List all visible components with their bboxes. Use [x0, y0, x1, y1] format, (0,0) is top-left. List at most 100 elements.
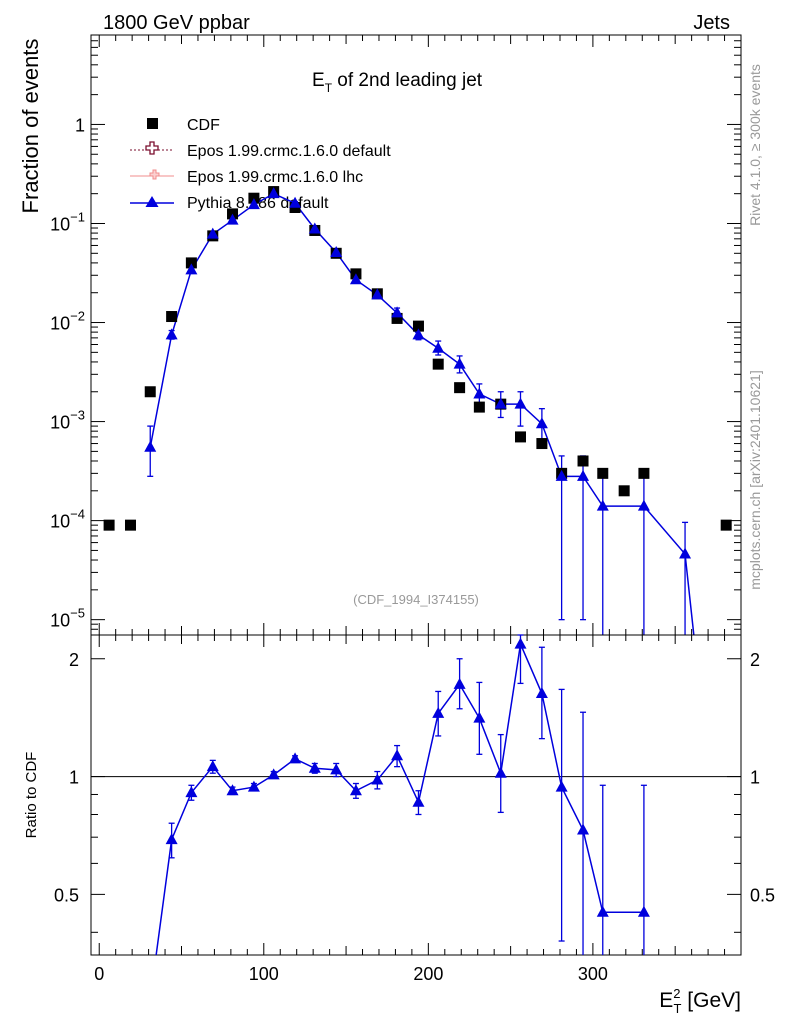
legend-label-cdf: CDF — [187, 117, 220, 134]
legend-marker-cdf — [147, 118, 158, 129]
chart-title-main: E — [312, 70, 325, 91]
pythia-point — [371, 288, 384, 300]
pythia-point — [330, 245, 343, 257]
cdf-point — [144, 386, 156, 398]
x-tick-labels: 0 100 200 300 — [94, 964, 608, 984]
ratio-point — [391, 749, 404, 761]
ratio-point — [432, 706, 445, 718]
ratio-point — [494, 766, 507, 778]
pythia-data-points — [144, 187, 692, 559]
ratio-point — [206, 760, 219, 772]
cdf-point — [432, 358, 444, 370]
ratio-point — [514, 637, 527, 649]
pythia-point — [412, 328, 425, 340]
y-tick-label-right: 0.5 — [750, 885, 775, 905]
x-axis-label-sup: 2 — [673, 986, 680, 1001]
ratio-point — [226, 784, 239, 796]
ratio-series-line — [155, 641, 644, 955]
ratio-axis-ticks — [91, 635, 741, 955]
legend-marker-epos-default — [145, 141, 159, 155]
ratio-panel: 0.5 0.51 12 2 0 100 200 300 Ratio to CDF E2 T [… — [23, 634, 775, 1016]
y-tick-label-right: 1 — [750, 768, 760, 788]
legend-label-epos-lhc: Epos 1.99.crmc.1.6.0 lhc — [187, 169, 363, 186]
ratio-point — [535, 687, 548, 699]
cdf-point — [412, 320, 424, 332]
y-tick-label-base: 10 — [50, 413, 70, 433]
pythia-point — [391, 306, 404, 318]
cdf-point — [166, 311, 178, 323]
ratio-point — [596, 905, 609, 917]
pythia-line — [149, 192, 695, 635]
pythia-point — [473, 387, 486, 399]
pythia-point — [185, 263, 198, 275]
ratio-point — [371, 773, 384, 785]
main-y-tick-labels: 110−110−210−310−410−5 — [50, 115, 85, 630]
y-tick-label-right: 2 — [750, 650, 760, 670]
pythia-point — [289, 196, 302, 208]
cdf-point — [391, 312, 403, 324]
y-tick-label: 10−2 — [50, 309, 85, 334]
x-axis-label-sub: T — [674, 1001, 682, 1016]
pythia-point — [247, 198, 260, 210]
y-tick-label-base: 10 — [50, 611, 70, 631]
cdf-point — [514, 431, 526, 443]
pythia-point — [679, 547, 692, 559]
y-tick-label-exp: −3 — [70, 408, 85, 423]
cdf-point — [454, 382, 466, 394]
y-tick-label: 1 — [69, 768, 79, 788]
pythia-point — [144, 440, 157, 452]
x-axis-label-main: E — [659, 989, 673, 1012]
main-panel: 110−110−210−310−410−5 Fraction of events… — [18, 34, 742, 636]
cdf-point — [185, 257, 197, 269]
y-tick-label-base: 10 — [50, 214, 70, 234]
header-left: 1800 GeV ppbar — [103, 12, 250, 34]
legend: CDF Epos 1.99.crmc.1.6.0 default Epos 1.… — [130, 117, 391, 212]
pythia-point — [349, 273, 362, 285]
x-tick-label: 200 — [413, 964, 443, 984]
y-tick-label: 10−3 — [50, 408, 85, 433]
pythia-point — [432, 341, 445, 353]
pythia-point — [453, 357, 466, 369]
ratio-point — [185, 786, 198, 798]
ratio-error-bars — [168, 634, 647, 955]
ratio-point — [349, 784, 362, 796]
legend-label-epos-default: Epos 1.99.crmc.1.6.0 default — [187, 143, 391, 160]
ratio-line — [155, 641, 644, 955]
ratio-point — [330, 763, 343, 775]
x-tick-label: 0 — [94, 964, 104, 984]
header-right: Jets — [693, 12, 730, 34]
y-tick-label: 10−1 — [50, 209, 85, 234]
x-tick-label: 100 — [249, 964, 279, 984]
y-tick-label-base: 10 — [50, 314, 70, 334]
cdf-point — [536, 438, 548, 450]
cdf-point — [597, 467, 609, 479]
analysis-watermark: (CDF_1994_I374155) — [353, 592, 479, 607]
mcplots-label: mcplots.cern.ch [arXiv:2401.10621] — [747, 370, 763, 589]
ratio-y-axis-label: Ratio to CDF — [23, 752, 40, 839]
y-tick-label: 0.5 — [54, 885, 79, 905]
pythia-series-line — [149, 192, 695, 635]
rivet-label: Rivet 4.1.0, ≥ 300k events — [747, 64, 763, 226]
ratio-point — [555, 780, 568, 792]
y-tick-label-exp: −1 — [70, 209, 85, 224]
ratio-point — [473, 711, 486, 723]
ratio-point — [267, 768, 280, 780]
ratio-point — [637, 905, 650, 917]
pythia-point — [596, 499, 609, 511]
pythia-point — [226, 213, 239, 225]
y-tick-label: 1 — [75, 115, 85, 135]
pythia-point — [308, 222, 321, 234]
ratio-y-tick-labels: 0.5 0.5 1 1 2 2 — [54, 650, 775, 906]
ratio-point — [165, 833, 178, 845]
y-tick-label: 10−4 — [50, 507, 85, 532]
x-tick-label: 300 — [578, 964, 608, 984]
ratio-point — [412, 795, 425, 807]
cdf-point — [638, 467, 650, 479]
cdf-point — [473, 401, 485, 413]
pythia-error-bars — [147, 191, 689, 635]
y-tick-label: 2 — [69, 650, 79, 670]
pythia-point — [165, 328, 178, 340]
pythia-point — [577, 469, 590, 481]
chart-title-rest: of 2nd leading jet — [332, 70, 483, 91]
ratio-point — [247, 780, 260, 792]
